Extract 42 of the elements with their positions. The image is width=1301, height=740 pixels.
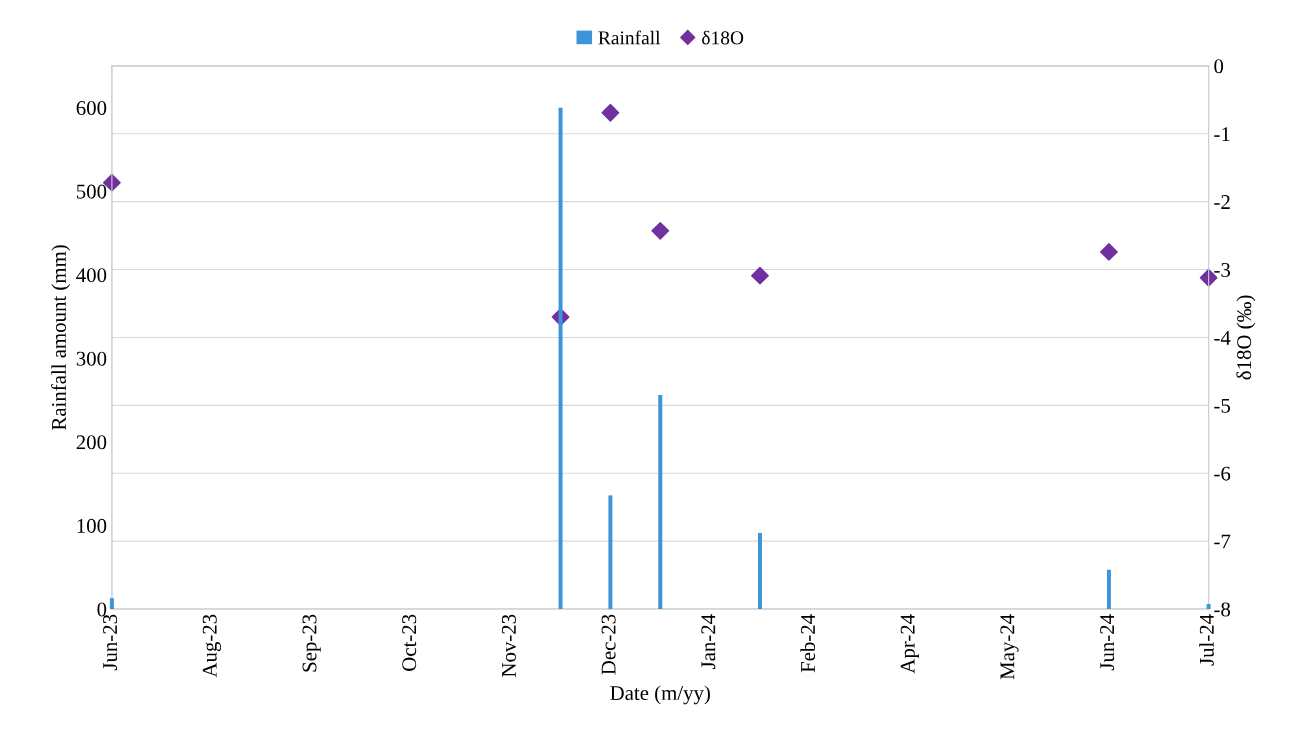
x-tick-label: Sep-23 xyxy=(302,614,321,672)
y-tick-label: 100 xyxy=(77,518,107,533)
x-tick-label: Apr-24 xyxy=(900,614,919,674)
x-tick-label: Oct-23 xyxy=(402,614,417,671)
x-tick-label: Nov-23 xyxy=(501,614,516,677)
y2-tick-label: -5 xyxy=(1214,398,1231,413)
bar xyxy=(1106,569,1111,610)
x-tick-label: Jan-24 xyxy=(701,614,716,669)
x-tick-label: Jun-24 xyxy=(1100,614,1115,671)
y-tick-label: 300 xyxy=(76,351,107,366)
point xyxy=(601,103,620,122)
bar xyxy=(109,598,114,610)
bar xyxy=(558,107,563,610)
point xyxy=(651,221,670,240)
x-tick-label: Dec-23 xyxy=(601,614,616,675)
x-tick-label: Feb-24 xyxy=(800,614,816,673)
bar xyxy=(608,495,613,610)
y2-axis-title: δ18O (‰) xyxy=(1236,295,1256,380)
y-tick-label: 500 xyxy=(76,184,107,199)
y-axis-title: Rainfall amount (mm) xyxy=(51,245,71,430)
point xyxy=(1100,242,1118,261)
bar xyxy=(757,532,762,610)
y-tick-label: 200 xyxy=(76,435,107,450)
y-tick-label: 600 xyxy=(76,101,107,116)
y2-tick-label: -7 xyxy=(1214,534,1231,549)
y2-tick-label: -2 xyxy=(1214,195,1230,209)
x-tick-label: Jul-24 xyxy=(1199,614,1214,666)
x-tick-label: Aug-23 xyxy=(202,614,222,678)
y2-tick-label: -4 xyxy=(1214,330,1231,345)
y2-tick-label: -1 xyxy=(1214,127,1230,141)
y2-tick-label: 0 xyxy=(1214,59,1224,74)
x-axis-title: Date (m/yy) xyxy=(610,685,710,705)
y2-tick-label: -6 xyxy=(1214,466,1231,481)
point xyxy=(751,266,769,285)
bar xyxy=(658,395,663,610)
y2-tick-label: -8 xyxy=(1214,602,1231,617)
y-tick-label: 400 xyxy=(76,268,107,283)
legend-label: δ18O xyxy=(702,30,744,45)
x-tick-label: May-24 xyxy=(1000,614,1019,680)
bar xyxy=(1206,604,1211,610)
y2-tick-label: -3 xyxy=(1214,262,1231,277)
legend-label: Rainfall xyxy=(598,30,661,45)
